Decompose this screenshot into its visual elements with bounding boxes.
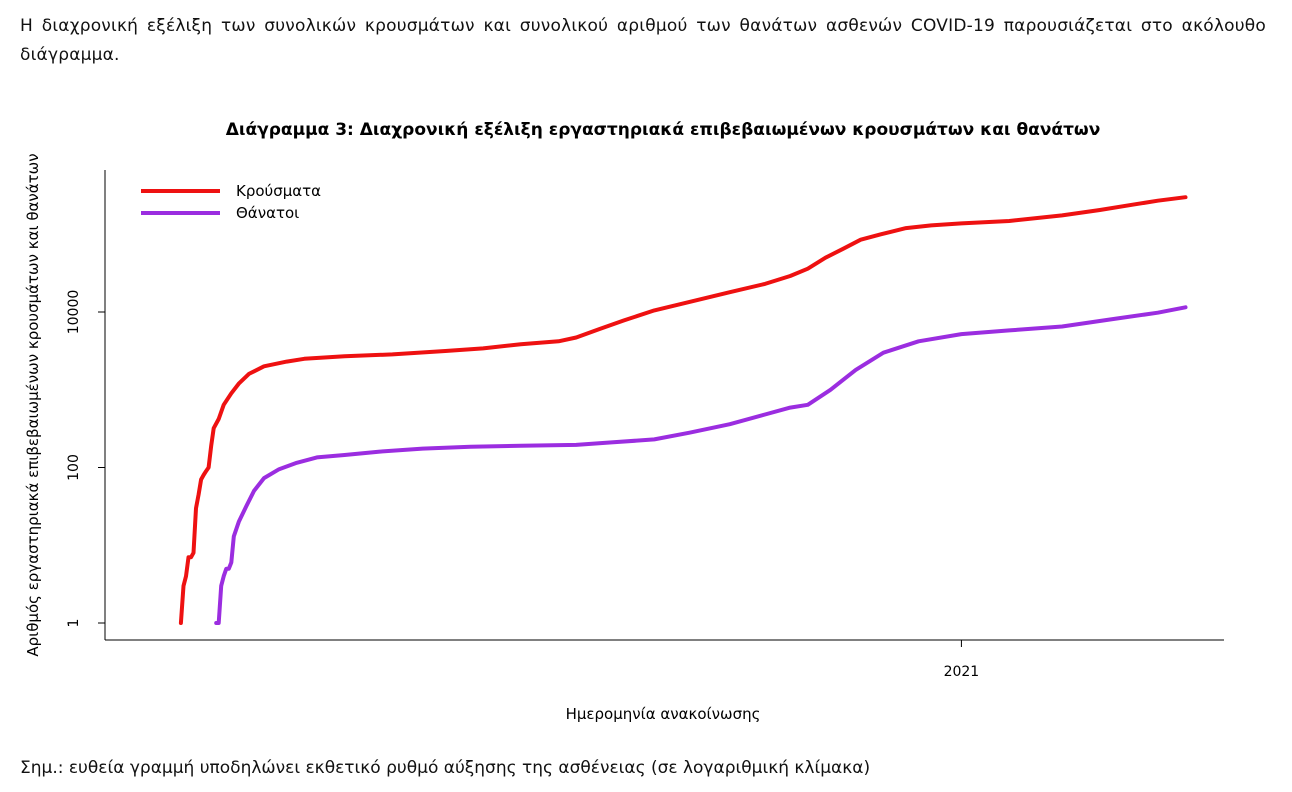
x-tick-label: 2021	[944, 664, 980, 680]
y-axis-label: Αριθμός εργαστηριακά επιβεβαιωμένων κρου…	[24, 153, 42, 656]
intro-paragraph: Η διαχρονική εξέλιξη των συνολικών κρουσ…	[20, 16, 1266, 65]
y-tick-label: 1	[66, 619, 82, 628]
y-tick-label: 10000	[66, 290, 82, 335]
legend-label-1: Κρούσματα	[236, 182, 321, 200]
chart-legend: Κρούσματα Θάνατοι	[141, 182, 321, 222]
chart-lines	[178, 195, 1188, 625]
series-line-2	[214, 305, 1188, 625]
x-axis-label: Ημερομηνία ανακοίνωσης	[566, 705, 761, 723]
series-line-1	[178, 195, 1188, 625]
chart-title: Διάγραμμα 3: Διαχρονική εξέλιξη εργαστηρ…	[226, 120, 1101, 140]
chart-axes: 1 100 10000 2021	[66, 170, 1224, 680]
legend-label-2: Θάνατοι	[236, 204, 299, 222]
y-tick-label: 100	[66, 454, 82, 481]
footnote: Σημ.: ευθεία γραμμή υποδηλώνει εκθετικό …	[20, 758, 871, 778]
